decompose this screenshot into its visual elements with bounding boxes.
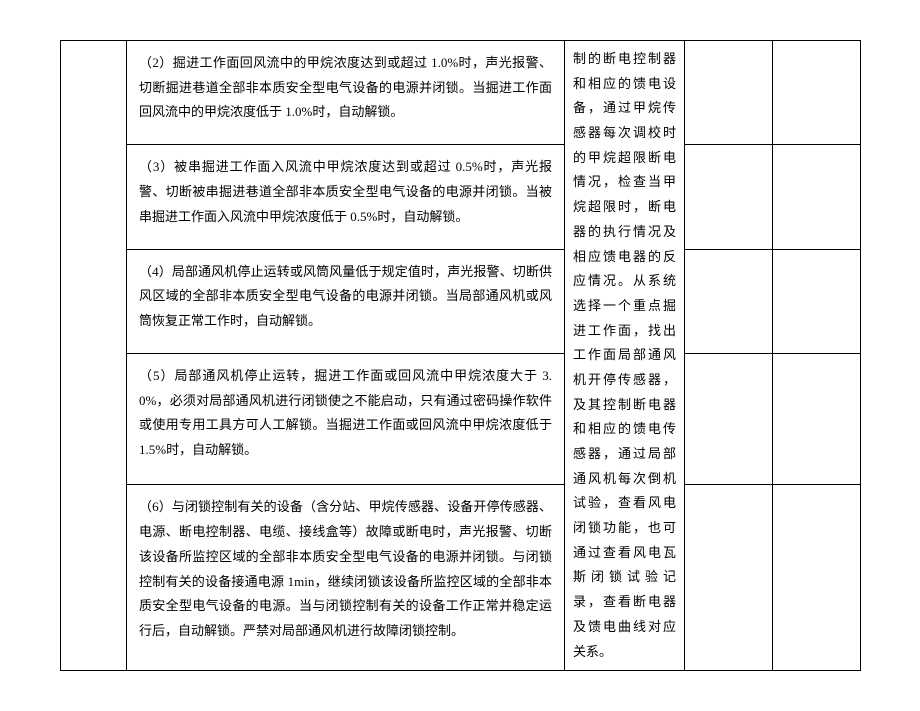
empty-cell	[685, 41, 773, 145]
empty-cell	[685, 354, 773, 485]
rule-cell-3: （3）被串掘进工作面入风流中甲烷浓度达到或超过 0.5%时，声光报警、切断被串掘…	[127, 145, 565, 249]
rule-text: （6）与闭锁控制有关的设备（含分站、甲烷传感器、设备开停传感器、电源、断电控制器…	[127, 485, 564, 653]
rule-cell-6: （6）与闭锁控制有关的设备（含分站、甲烷传感器、设备开停传感器、电源、断电控制器…	[127, 485, 565, 671]
rule-text: （4）局部通风机停止运转或风筒风量低于规定值时，声光报警、切断供风区域的全部非本…	[127, 250, 564, 344]
empty-cell	[773, 354, 861, 485]
empty-cell	[773, 485, 861, 671]
table-row: （3）被串掘进工作面入风流中甲烷浓度达到或超过 0.5%时，声光报警、切断被串掘…	[61, 145, 861, 249]
rule-cell-2: （2）掘进工作面回风流中的甲烷浓度达到或超过 1.0%时，声光报警、切断掘进巷道…	[127, 41, 565, 145]
regulation-table: （2）掘进工作面回风流中的甲烷浓度达到或超过 1.0%时，声光报警、切断掘进巷道…	[60, 40, 861, 671]
table-row: （2）掘进工作面回风流中的甲烷浓度达到或超过 1.0%时，声光报警、切断掘进巷道…	[61, 41, 861, 145]
rule-text: （2）掘进工作面回风流中的甲烷浓度达到或超过 1.0%时，声光报警、切断掘进巷道…	[127, 41, 564, 135]
document-page: （2）掘进工作面回风流中的甲烷浓度达到或超过 1.0%时，声光报警、切断掘进巷道…	[60, 40, 860, 671]
side-note-cell: 制的断电控制器和相应的馈电设备，通过甲烷传感器每次调校时的甲烷超限断电情况，检查…	[565, 41, 685, 671]
table-row: （4）局部通风机停止运转或风筒风量低于规定值时，声光报警、切断供风区域的全部非本…	[61, 249, 861, 353]
table-row: （5）局部通风机停止运转，掘进工作面或回风流中甲烷浓度大于 3.0%，必须对局部…	[61, 354, 861, 485]
empty-cell	[773, 41, 861, 145]
empty-cell	[773, 249, 861, 353]
table-row: （6）与闭锁控制有关的设备（含分站、甲烷传感器、设备开停传感器、电源、断电控制器…	[61, 485, 861, 671]
rule-cell-5: （5）局部通风机停止运转，掘进工作面或回风流中甲烷浓度大于 3.0%，必须对局部…	[127, 354, 565, 485]
rule-cell-4: （4）局部通风机停止运转或风筒风量低于规定值时，声光报警、切断供风区域的全部非本…	[127, 249, 565, 353]
empty-cell	[685, 145, 773, 249]
empty-cell	[685, 249, 773, 353]
rule-text: （3）被串掘进工作面入风流中甲烷浓度达到或超过 0.5%时，声光报警、切断被串掘…	[127, 145, 564, 239]
side-note-text: 制的断电控制器和相应的馈电设备，通过甲烷传感器每次调校时的甲烷超限断电情况，检查…	[565, 41, 684, 670]
empty-cell	[685, 485, 773, 671]
rule-text: （5）局部通风机停止运转，掘进工作面或回风流中甲烷浓度大于 3.0%，必须对局部…	[127, 354, 564, 473]
empty-cell	[773, 145, 861, 249]
left-empty-cell	[61, 41, 127, 671]
